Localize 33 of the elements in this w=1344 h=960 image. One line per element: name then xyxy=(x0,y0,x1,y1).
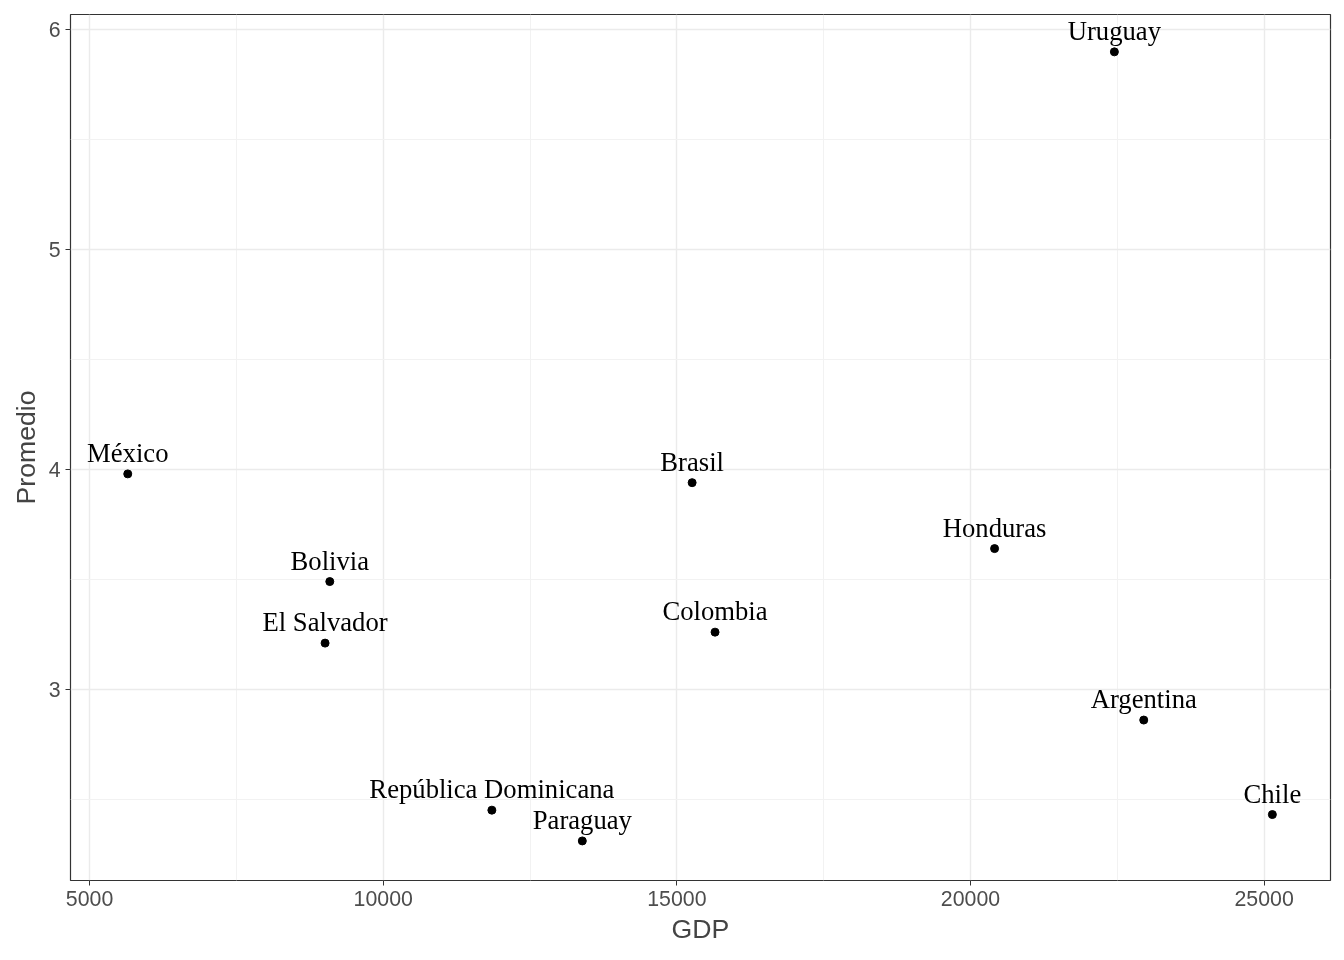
x-tick-label: 15000 xyxy=(647,886,707,911)
y-tick-label: 6 xyxy=(48,18,61,43)
y-axis-title: Promedio xyxy=(10,390,41,505)
point xyxy=(687,478,697,488)
point xyxy=(320,638,330,648)
point xyxy=(577,836,587,846)
annotation: Brasil xyxy=(660,446,724,477)
point xyxy=(1139,715,1149,725)
point xyxy=(710,627,720,637)
point xyxy=(1267,810,1277,820)
annotation: Paraguay xyxy=(532,804,633,835)
y-tick-label: 5 xyxy=(48,238,61,263)
annotation: Uruguay xyxy=(1067,15,1162,46)
annotation: México xyxy=(87,437,169,468)
annotation: Colombia xyxy=(662,596,768,627)
point xyxy=(1109,47,1119,57)
point xyxy=(487,805,497,815)
x-axis-title: GDP xyxy=(671,913,730,944)
annotation: El Salvador xyxy=(262,607,388,638)
point xyxy=(990,544,1000,554)
annotation: República Dominicana xyxy=(369,774,615,805)
annotation: Honduras xyxy=(942,512,1047,543)
point xyxy=(123,469,133,479)
annotation: Argentina xyxy=(1090,684,1197,715)
x-tick-label: 10000 xyxy=(353,886,414,911)
y-tick-label: 3 xyxy=(48,677,61,702)
x-tick-label: 20000 xyxy=(940,886,1001,911)
annotation: Chile xyxy=(1243,778,1302,809)
point xyxy=(325,577,335,587)
y-tick-label: 4 xyxy=(48,457,61,482)
x-tick-label: 25000 xyxy=(1234,886,1294,911)
x-tick-label: 5000 xyxy=(65,886,114,911)
annotation: Bolivia xyxy=(290,545,370,576)
